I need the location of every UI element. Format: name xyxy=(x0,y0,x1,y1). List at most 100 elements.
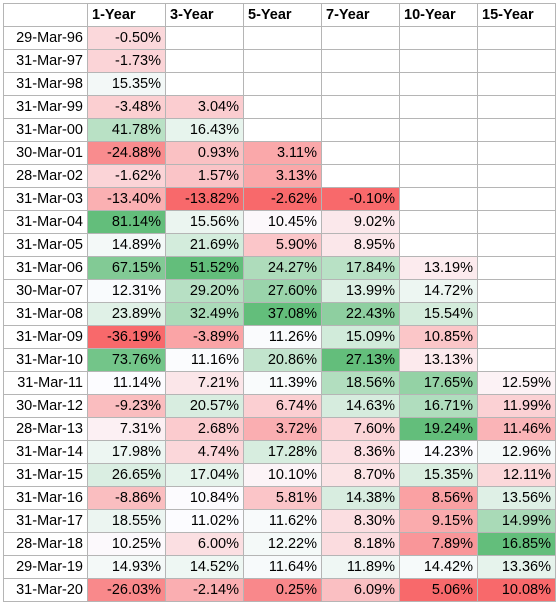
return-cell: 8.30% xyxy=(321,509,400,533)
return-cell: 12.11% xyxy=(477,463,556,487)
returns-table: 1-Year 3-Year 5-Year 7-Year 10-Year 15-Year 2… xyxy=(3,3,556,602)
date-cell: 31-Mar-09 xyxy=(3,325,88,349)
return-cell: 14.42% xyxy=(399,555,478,579)
return-cell: 3.04% xyxy=(165,95,244,119)
date-cell: 31-Mar-16 xyxy=(3,486,88,510)
return-cell: 14.72% xyxy=(399,279,478,303)
return-cell: 12.22% xyxy=(243,532,322,556)
return-cell: 13.13% xyxy=(399,348,478,372)
return-cell: 16.43% xyxy=(165,118,244,142)
return-cell: 10.85% xyxy=(399,325,478,349)
return-cell: 27.60% xyxy=(243,279,322,303)
return-cell: 26.65% xyxy=(87,463,166,487)
return-cell: 3.13% xyxy=(243,164,322,188)
return-cell: 20.86% xyxy=(243,348,322,372)
return-cell: 19.24% xyxy=(399,417,478,441)
column-header: 7-Year xyxy=(321,3,400,27)
return-cell: -3.89% xyxy=(165,325,244,349)
return-cell xyxy=(477,233,556,257)
table-row: 31-Mar-08 23.89% 32.49% 37.08% 22.43% 15.54% xyxy=(3,302,556,326)
return-cell: -24.88% xyxy=(87,141,166,165)
return-cell xyxy=(399,187,478,211)
return-cell: 17.28% xyxy=(243,440,322,464)
return-cell xyxy=(321,118,400,142)
date-cell: 28-Mar-18 xyxy=(3,532,88,556)
return-cell: 14.23% xyxy=(399,440,478,464)
return-cell: 6.09% xyxy=(321,578,400,602)
return-cell: 14.52% xyxy=(165,555,244,579)
return-cell: 6.74% xyxy=(243,394,322,418)
return-cell: 12.59% xyxy=(477,371,556,395)
table-row: 31-Mar-03 -13.40% -13.82% -2.62% -0.10% xyxy=(3,187,556,211)
return-cell: 11.89% xyxy=(321,555,400,579)
date-cell: 29-Mar-19 xyxy=(3,555,88,579)
return-cell: -3.48% xyxy=(87,95,166,119)
return-cell: 10.45% xyxy=(243,210,322,234)
return-cell: -36.19% xyxy=(87,325,166,349)
return-cell: 3.72% xyxy=(243,417,322,441)
return-cell xyxy=(243,72,322,96)
table-row: 31-Mar-10 73.76% 11.16% 20.86% 27.13% 13.13% xyxy=(3,348,556,372)
table-row: 31-Mar-00 41.78% 16.43% xyxy=(3,118,556,142)
table-row: 31-Mar-15 26.65% 17.04% 10.10% 8.70% 15.35% 12… xyxy=(3,463,556,487)
return-cell: 11.46% xyxy=(477,417,556,441)
return-cell: 14.63% xyxy=(321,394,400,418)
return-cell xyxy=(399,26,478,50)
return-cell: -2.62% xyxy=(243,187,322,211)
return-cell xyxy=(477,118,556,142)
return-cell xyxy=(399,233,478,257)
column-header: 15-Year xyxy=(477,3,556,27)
return-cell: 11.99% xyxy=(477,394,556,418)
table-row: 28-Mar-02 -1.62% 1.57% 3.13% xyxy=(3,164,556,188)
return-cell: 15.09% xyxy=(321,325,400,349)
date-cell: 28-Mar-02 xyxy=(3,164,88,188)
column-header: 1-Year xyxy=(87,3,166,27)
return-cell: 29.20% xyxy=(165,279,244,303)
return-cell: 17.98% xyxy=(87,440,166,464)
return-cell xyxy=(477,26,556,50)
date-cell: 31-Mar-99 xyxy=(3,95,88,119)
return-cell: 15.56% xyxy=(165,210,244,234)
date-cell: 31-Mar-98 xyxy=(3,72,88,96)
table-row: 30-Mar-07 12.31% 29.20% 27.60% 13.99% 14.72% xyxy=(3,279,556,303)
return-cell xyxy=(321,26,400,50)
return-cell: 67.15% xyxy=(87,256,166,280)
date-cell: 31-Mar-05 xyxy=(3,233,88,257)
return-cell: 13.36% xyxy=(477,555,556,579)
table-row: 30-Mar-12 -9.23% 20.57% 6.74% 14.63% 16.71% 11… xyxy=(3,394,556,418)
return-cell: 4.74% xyxy=(165,440,244,464)
table-row: 28-Mar-18 10.25% 6.00% 12.22% 8.18% 7.89% 16.8… xyxy=(3,532,556,556)
return-cell: 10.08% xyxy=(477,578,556,602)
return-cell xyxy=(399,141,478,165)
return-cell: 17.65% xyxy=(399,371,478,395)
return-cell xyxy=(321,72,400,96)
return-cell xyxy=(399,72,478,96)
return-cell: 21.69% xyxy=(165,233,244,257)
return-cell: 8.70% xyxy=(321,463,400,487)
return-cell xyxy=(477,210,556,234)
return-cell: 73.76% xyxy=(87,348,166,372)
table-row: 31-Mar-06 67.15% 51.52% 24.27% 17.84% 13.19% xyxy=(3,256,556,280)
date-cell: 31-Mar-20 xyxy=(3,578,88,602)
return-cell: 24.27% xyxy=(243,256,322,280)
table-row: 30-Mar-01 -24.88% 0.93% 3.11% xyxy=(3,141,556,165)
return-cell: 16.85% xyxy=(477,532,556,556)
return-cell xyxy=(477,256,556,280)
column-header: 5-Year xyxy=(243,3,322,27)
return-cell: 11.14% xyxy=(87,371,166,395)
return-cell xyxy=(243,49,322,73)
return-cell: 7.31% xyxy=(87,417,166,441)
return-cell xyxy=(477,95,556,119)
return-cell: 11.64% xyxy=(243,555,322,579)
date-cell: 31-Mar-04 xyxy=(3,210,88,234)
return-cell xyxy=(165,72,244,96)
table-row: 28-Mar-13 7.31% 2.68% 3.72% 7.60% 19.24% 11.46… xyxy=(3,417,556,441)
return-cell: -0.10% xyxy=(321,187,400,211)
return-cell: 41.78% xyxy=(87,118,166,142)
column-header: 3-Year xyxy=(165,3,244,27)
return-cell: 23.89% xyxy=(87,302,166,326)
return-cell xyxy=(477,141,556,165)
date-cell: 30-Mar-01 xyxy=(3,141,88,165)
return-cell: 7.21% xyxy=(165,371,244,395)
return-cell: 11.26% xyxy=(243,325,322,349)
